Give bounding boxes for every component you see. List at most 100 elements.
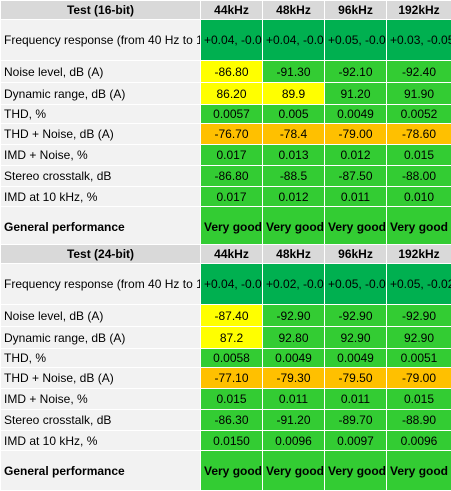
value-cell: 0.0052 [387,105,451,124]
value-cell: Very good [325,207,387,247]
value-cell: +0.03, -0.05 [387,20,451,61]
value-cell: -86.80 [201,61,263,83]
row-frequency-response: Frequency response (from 40 Hz to 15 kHz… [1,264,451,305]
value-cell: 0.015 [201,389,263,410]
value-cell: -87.40 [201,305,263,327]
value-cell: 92.90 [387,327,451,349]
table-title: Test (16-bit) [1,1,201,20]
value-cell: 0.0096 [263,431,325,451]
value-cell: 87.2 [201,327,263,349]
row-label: IMD at 10 kHz, % [1,187,201,207]
row-stereo-crosstalk: Stereo crosstalk, dB-86.30-91.20-89.70-8… [1,410,451,431]
row-label: Stereo crosstalk, dB [1,166,201,187]
value-cell: 0.0049 [325,349,387,368]
table-title: Test (24-bit) [1,245,201,264]
value-cell: 0.012 [325,145,387,166]
value-cell: 0.011 [325,389,387,410]
value-cell: 0.0150 [201,431,263,451]
value-cell: 92.80 [263,327,325,349]
value-cell: -79.30 [263,368,325,389]
value-cell: -92.40 [387,61,451,83]
row-label: Dynamic range, dB (A) [1,327,201,349]
value-cell: 0.013 [263,145,325,166]
value-cell: -86.80 [201,166,263,187]
row-label: Frequency response (from 40 Hz to 15 kHz… [1,20,201,61]
value-cell: 0.017 [201,187,263,207]
row-label: General performance [1,207,201,247]
value-cell: +0.05, -0.02 [387,264,451,305]
row-label: IMD + Noise, % [1,389,201,410]
row-label: THD + Noise, dB (A) [1,368,201,389]
column-header: 48kHz [263,1,325,20]
value-cell: 0.0057 [201,105,263,124]
value-cell: 0.005 [263,105,325,124]
value-cell: 0.0051 [387,349,451,368]
value-cell: +0.05, -0.02 [325,264,387,305]
value-cell: +0.04, -0.02 [201,20,263,61]
column-header: 44kHz [201,1,263,20]
value-cell: Very good [387,207,451,247]
value-cell: 0.0058 [201,349,263,368]
value-cell: -76.70 [201,124,263,145]
value-cell: -88.00 [387,166,451,187]
row-noise-level: Noise level, dB (A)-87.40-92.90-92.90-92… [1,305,451,327]
value-cell: +0.05, -0.02 [325,20,387,61]
row-label: THD, % [1,349,201,368]
value-cell: -79.50 [325,368,387,389]
value-cell: 0.011 [263,389,325,410]
value-cell: -91.20 [263,410,325,431]
row-label: Frequency response (from 40 Hz to 15 kHz… [1,264,201,305]
value-cell: 0.0097 [325,431,387,451]
row-noise-level: Noise level, dB (A)-86.80-91.30-92.10-92… [1,61,451,83]
column-header: 192kHz [387,245,451,264]
row-label: IMD + Noise, % [1,145,201,166]
value-cell: 91.20 [325,83,387,105]
value-cell: Very good [387,451,451,491]
value-cell: +0.04, -0.02 [201,264,263,305]
value-cell: 0.0049 [325,105,387,124]
row-label: General performance [1,451,201,491]
value-cell: 0.011 [325,187,387,207]
row-frequency-response: Frequency response (from 40 Hz to 15 kHz… [1,20,451,61]
value-cell: +0.04, -0.02 [263,20,325,61]
value-cell: 0.0096 [387,431,451,451]
column-header: 192kHz [387,1,451,20]
value-cell: -92.90 [263,305,325,327]
value-cell: 89.9 [263,83,325,105]
value-cell: -86.30 [201,410,263,431]
value-cell: 92.90 [325,327,387,349]
value-cell: Very good [263,207,325,247]
value-cell: 0.010 [387,187,451,207]
value-cell: 0.017 [201,145,263,166]
value-cell: 0.012 [263,187,325,207]
column-header: 48kHz [263,245,325,264]
value-cell: Very good [201,207,263,247]
value-cell: Very good [263,451,325,491]
column-header: 44kHz [201,245,263,264]
value-cell: -89.70 [325,410,387,431]
value-cell: -92.10 [325,61,387,83]
value-cell: 86.20 [201,83,263,105]
value-cell: -88.90 [387,410,451,431]
value-cell: -79.00 [387,368,451,389]
value-cell: -88.5 [263,166,325,187]
value-cell: -79.00 [325,124,387,145]
row-stereo-crosstalk: Stereo crosstalk, dB-86.80-88.5-87.50-88… [1,166,451,187]
value-cell: -77.10 [201,368,263,389]
row-thd-noise: THD + Noise, dB (A)-76.70-78.4-79.00-78.… [1,124,451,145]
value-cell: 0.015 [387,389,451,410]
value-cell: -87.50 [325,166,387,187]
